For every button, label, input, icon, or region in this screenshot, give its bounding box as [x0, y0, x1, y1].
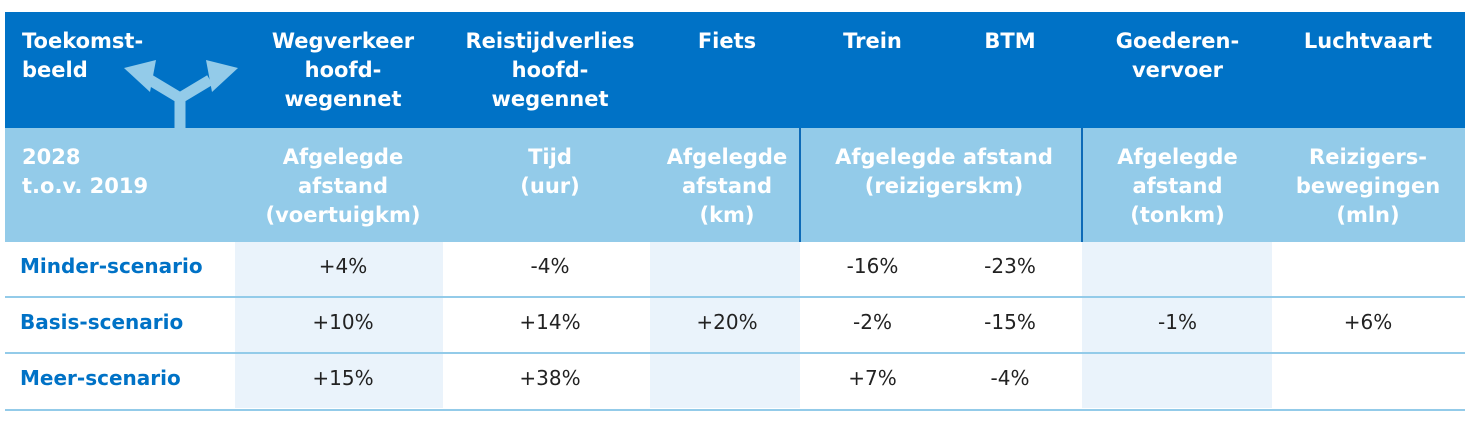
table-subheader-row: 2028 t.o.v. 2019 Afgelegde afstand (voer… — [5, 128, 1465, 242]
cell-value: -2% — [853, 310, 892, 334]
cell-value: +14% — [519, 310, 581, 334]
table-row: Meer-scenario +15% +38% +7% -4% — [5, 354, 1465, 411]
cell-value: +4% — [318, 254, 368, 278]
row-label-minder: Minder-scenario — [20, 254, 203, 278]
subheader-fiets-unit: Afgelegde afstand (km) — [666, 145, 788, 227]
table-row: Basis-scenario +10% +14% +20% -2% -15% -… — [5, 298, 1465, 355]
cell-value: -1% — [1158, 310, 1197, 334]
row-label-basis: Basis-scenario — [20, 310, 184, 334]
cell-value: +10% — [312, 310, 374, 334]
header-luchtvaart: Luchtvaart — [1303, 29, 1433, 53]
header-toekomstbeeld: Toekomst- beeld — [22, 29, 144, 82]
cell-value: -16% — [846, 254, 899, 278]
row-divider — [5, 296, 1465, 298]
cell-value: +6% — [1343, 310, 1393, 334]
row-label-meer: Meer-scenario — [20, 366, 181, 390]
header-wegverkeer: Wegverkeer hoofd- wegennet — [271, 29, 415, 111]
cell-value: +20% — [696, 310, 758, 334]
column-divider — [1081, 128, 1083, 242]
table-bottom-border — [5, 409, 1465, 411]
cell-value: +7% — [848, 366, 897, 390]
subheader-period: 2028 t.o.v. 2019 — [22, 145, 149, 198]
cell-value: -4% — [990, 366, 1030, 390]
cell-value: +15% — [312, 366, 374, 390]
header-reistijdverlies: Reistijdverlies hoofd- wegennet — [465, 29, 635, 111]
subheader-ov-unit: Afgelegde afstand (reizigerskm) — [835, 145, 1053, 198]
header-goederenvervoer: Goederen- vervoer — [1115, 29, 1240, 82]
table-header-row: Toekomst- beeld Wegverkeer hoofd- wegenn… — [5, 12, 1465, 132]
subheader-goederen-unit: Afgelegde afstand (tonkm) — [1117, 145, 1238, 227]
subheader-wegverkeer-unit: Afgelegde afstand (voertuigkm) — [265, 145, 421, 227]
table-row: Minder-scenario +4% -4% -16% -23% — [5, 242, 1465, 299]
column-divider — [799, 128, 801, 242]
subheader-luchtvaart-unit: Reizigers- bewegingen (mln) — [1295, 145, 1441, 227]
cell-value: -23% — [984, 254, 1036, 278]
header-fiets: Fiets — [697, 29, 757, 53]
subheader-reistijd-unit: Tijd (uur) — [520, 145, 580, 198]
scenario-table: Toekomst- beeld Wegverkeer hoofd- wegenn… — [5, 12, 1465, 415]
row-divider — [5, 352, 1465, 354]
split-arrow-icon — [124, 60, 238, 132]
header-btm: BTM — [984, 29, 1036, 53]
cell-value: +38% — [519, 366, 581, 390]
cell-value: -15% — [984, 310, 1036, 334]
header-trein: Trein — [843, 29, 902, 53]
cell-value: -4% — [530, 254, 570, 278]
